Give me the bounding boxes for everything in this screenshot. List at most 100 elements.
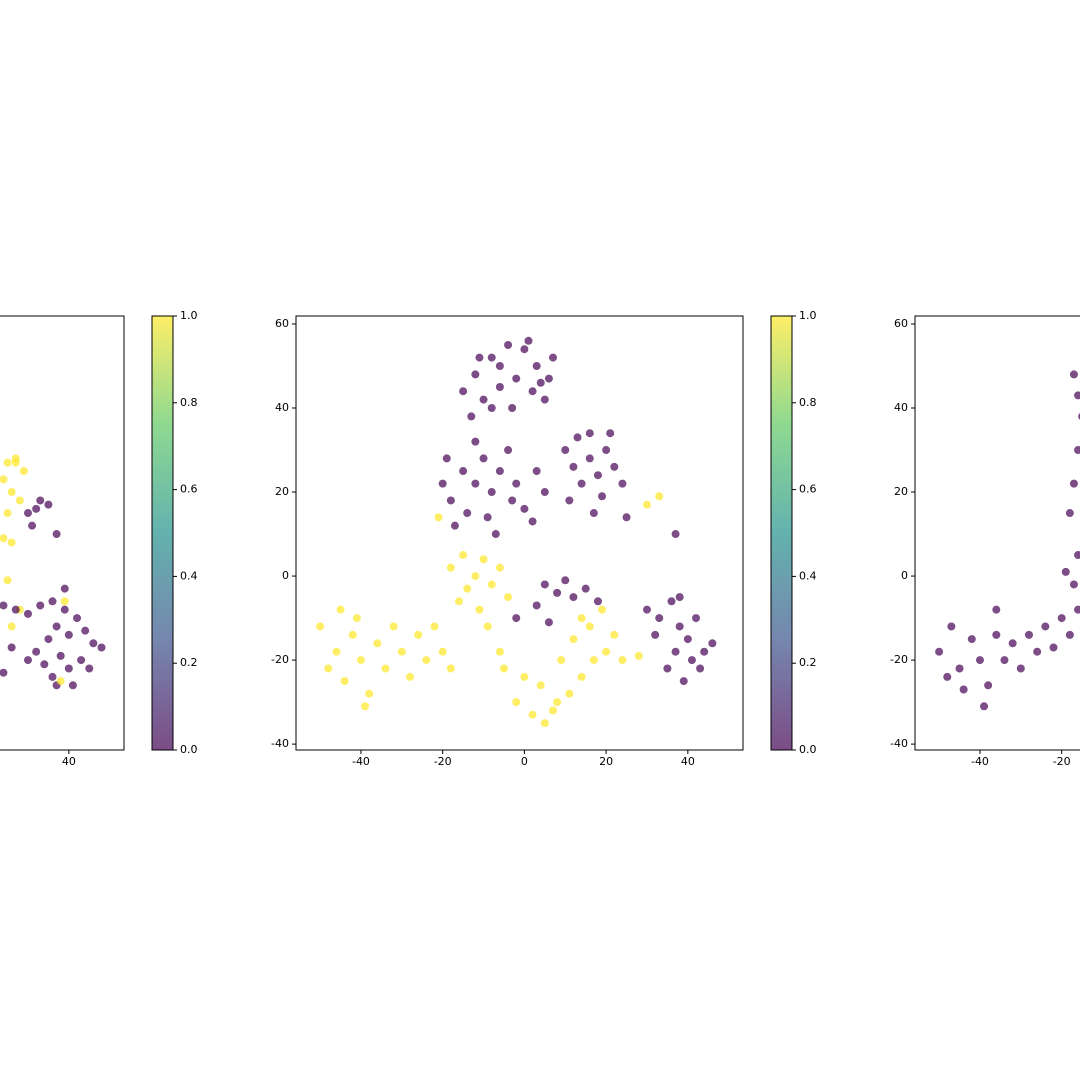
point	[365, 689, 374, 698]
point	[589, 509, 598, 518]
y-tick-label: 40	[894, 401, 908, 414]
point	[40, 660, 49, 669]
point	[3, 458, 12, 467]
point	[585, 622, 594, 631]
point	[569, 462, 578, 471]
colorbar-tick-label: 0.8	[799, 396, 817, 409]
point	[512, 479, 521, 488]
x-tick-label: 20	[599, 755, 613, 768]
point	[446, 496, 455, 505]
point	[442, 454, 451, 463]
point	[512, 614, 521, 623]
point	[544, 618, 553, 627]
point	[77, 656, 86, 665]
point	[1000, 656, 1009, 665]
point	[508, 496, 517, 505]
point	[577, 672, 586, 681]
point	[405, 672, 414, 681]
point	[463, 509, 472, 518]
point	[89, 639, 98, 648]
point	[598, 605, 607, 614]
point	[943, 672, 952, 681]
point	[340, 677, 349, 686]
point	[64, 630, 73, 639]
point	[48, 597, 57, 606]
plot-area	[316, 336, 717, 728]
point	[528, 710, 537, 719]
point	[1049, 643, 1058, 652]
point	[487, 580, 496, 589]
point	[553, 588, 562, 597]
point	[585, 454, 594, 463]
point	[975, 656, 984, 665]
point	[992, 605, 1001, 614]
point	[687, 656, 696, 665]
point	[7, 538, 16, 547]
point	[573, 433, 582, 442]
point	[475, 605, 484, 614]
point	[524, 336, 533, 345]
point	[544, 374, 553, 383]
point	[48, 672, 57, 681]
point	[499, 664, 508, 673]
point	[569, 635, 578, 644]
point	[430, 622, 439, 631]
point	[483, 513, 492, 522]
point	[60, 605, 69, 614]
point	[508, 404, 517, 413]
point	[700, 647, 709, 656]
point	[32, 504, 41, 513]
point	[569, 593, 578, 602]
point	[1016, 664, 1025, 673]
point	[36, 601, 45, 610]
point	[655, 614, 664, 623]
point	[512, 698, 521, 707]
point	[450, 521, 459, 530]
point	[708, 639, 717, 648]
point	[397, 647, 406, 656]
point	[352, 614, 361, 623]
colorbar-tick-label: 0.4	[180, 569, 198, 582]
point	[479, 454, 488, 463]
colorbar-tick-label: 1.0	[180, 309, 198, 322]
point	[471, 572, 480, 581]
point	[553, 698, 562, 707]
colorbar-tick-label: 0.2	[180, 656, 198, 669]
point	[528, 387, 537, 396]
point	[577, 614, 586, 623]
point	[52, 622, 61, 631]
point	[0, 668, 8, 677]
point	[487, 353, 496, 362]
point	[52, 530, 61, 539]
point	[495, 361, 504, 370]
point	[598, 492, 607, 501]
point	[60, 597, 69, 606]
point	[549, 706, 558, 715]
point	[491, 530, 500, 539]
point	[577, 479, 586, 488]
point	[622, 513, 631, 522]
point	[935, 647, 944, 656]
point	[634, 651, 643, 660]
point	[414, 630, 423, 639]
point	[696, 664, 705, 673]
colorbar-frame	[770, 315, 793, 751]
point	[992, 630, 1001, 639]
point	[671, 530, 680, 539]
point	[561, 446, 570, 455]
point	[1074, 446, 1080, 455]
point	[947, 622, 956, 631]
point	[955, 664, 964, 673]
point	[356, 656, 365, 665]
colorbar-tick-label: 1.0	[799, 309, 817, 322]
point	[959, 685, 968, 694]
point	[28, 521, 37, 530]
point	[495, 467, 504, 476]
point	[97, 643, 106, 652]
point	[3, 576, 12, 585]
point	[471, 370, 480, 379]
point	[663, 664, 672, 673]
point	[44, 500, 53, 509]
y-tick-label: -40	[271, 737, 289, 750]
